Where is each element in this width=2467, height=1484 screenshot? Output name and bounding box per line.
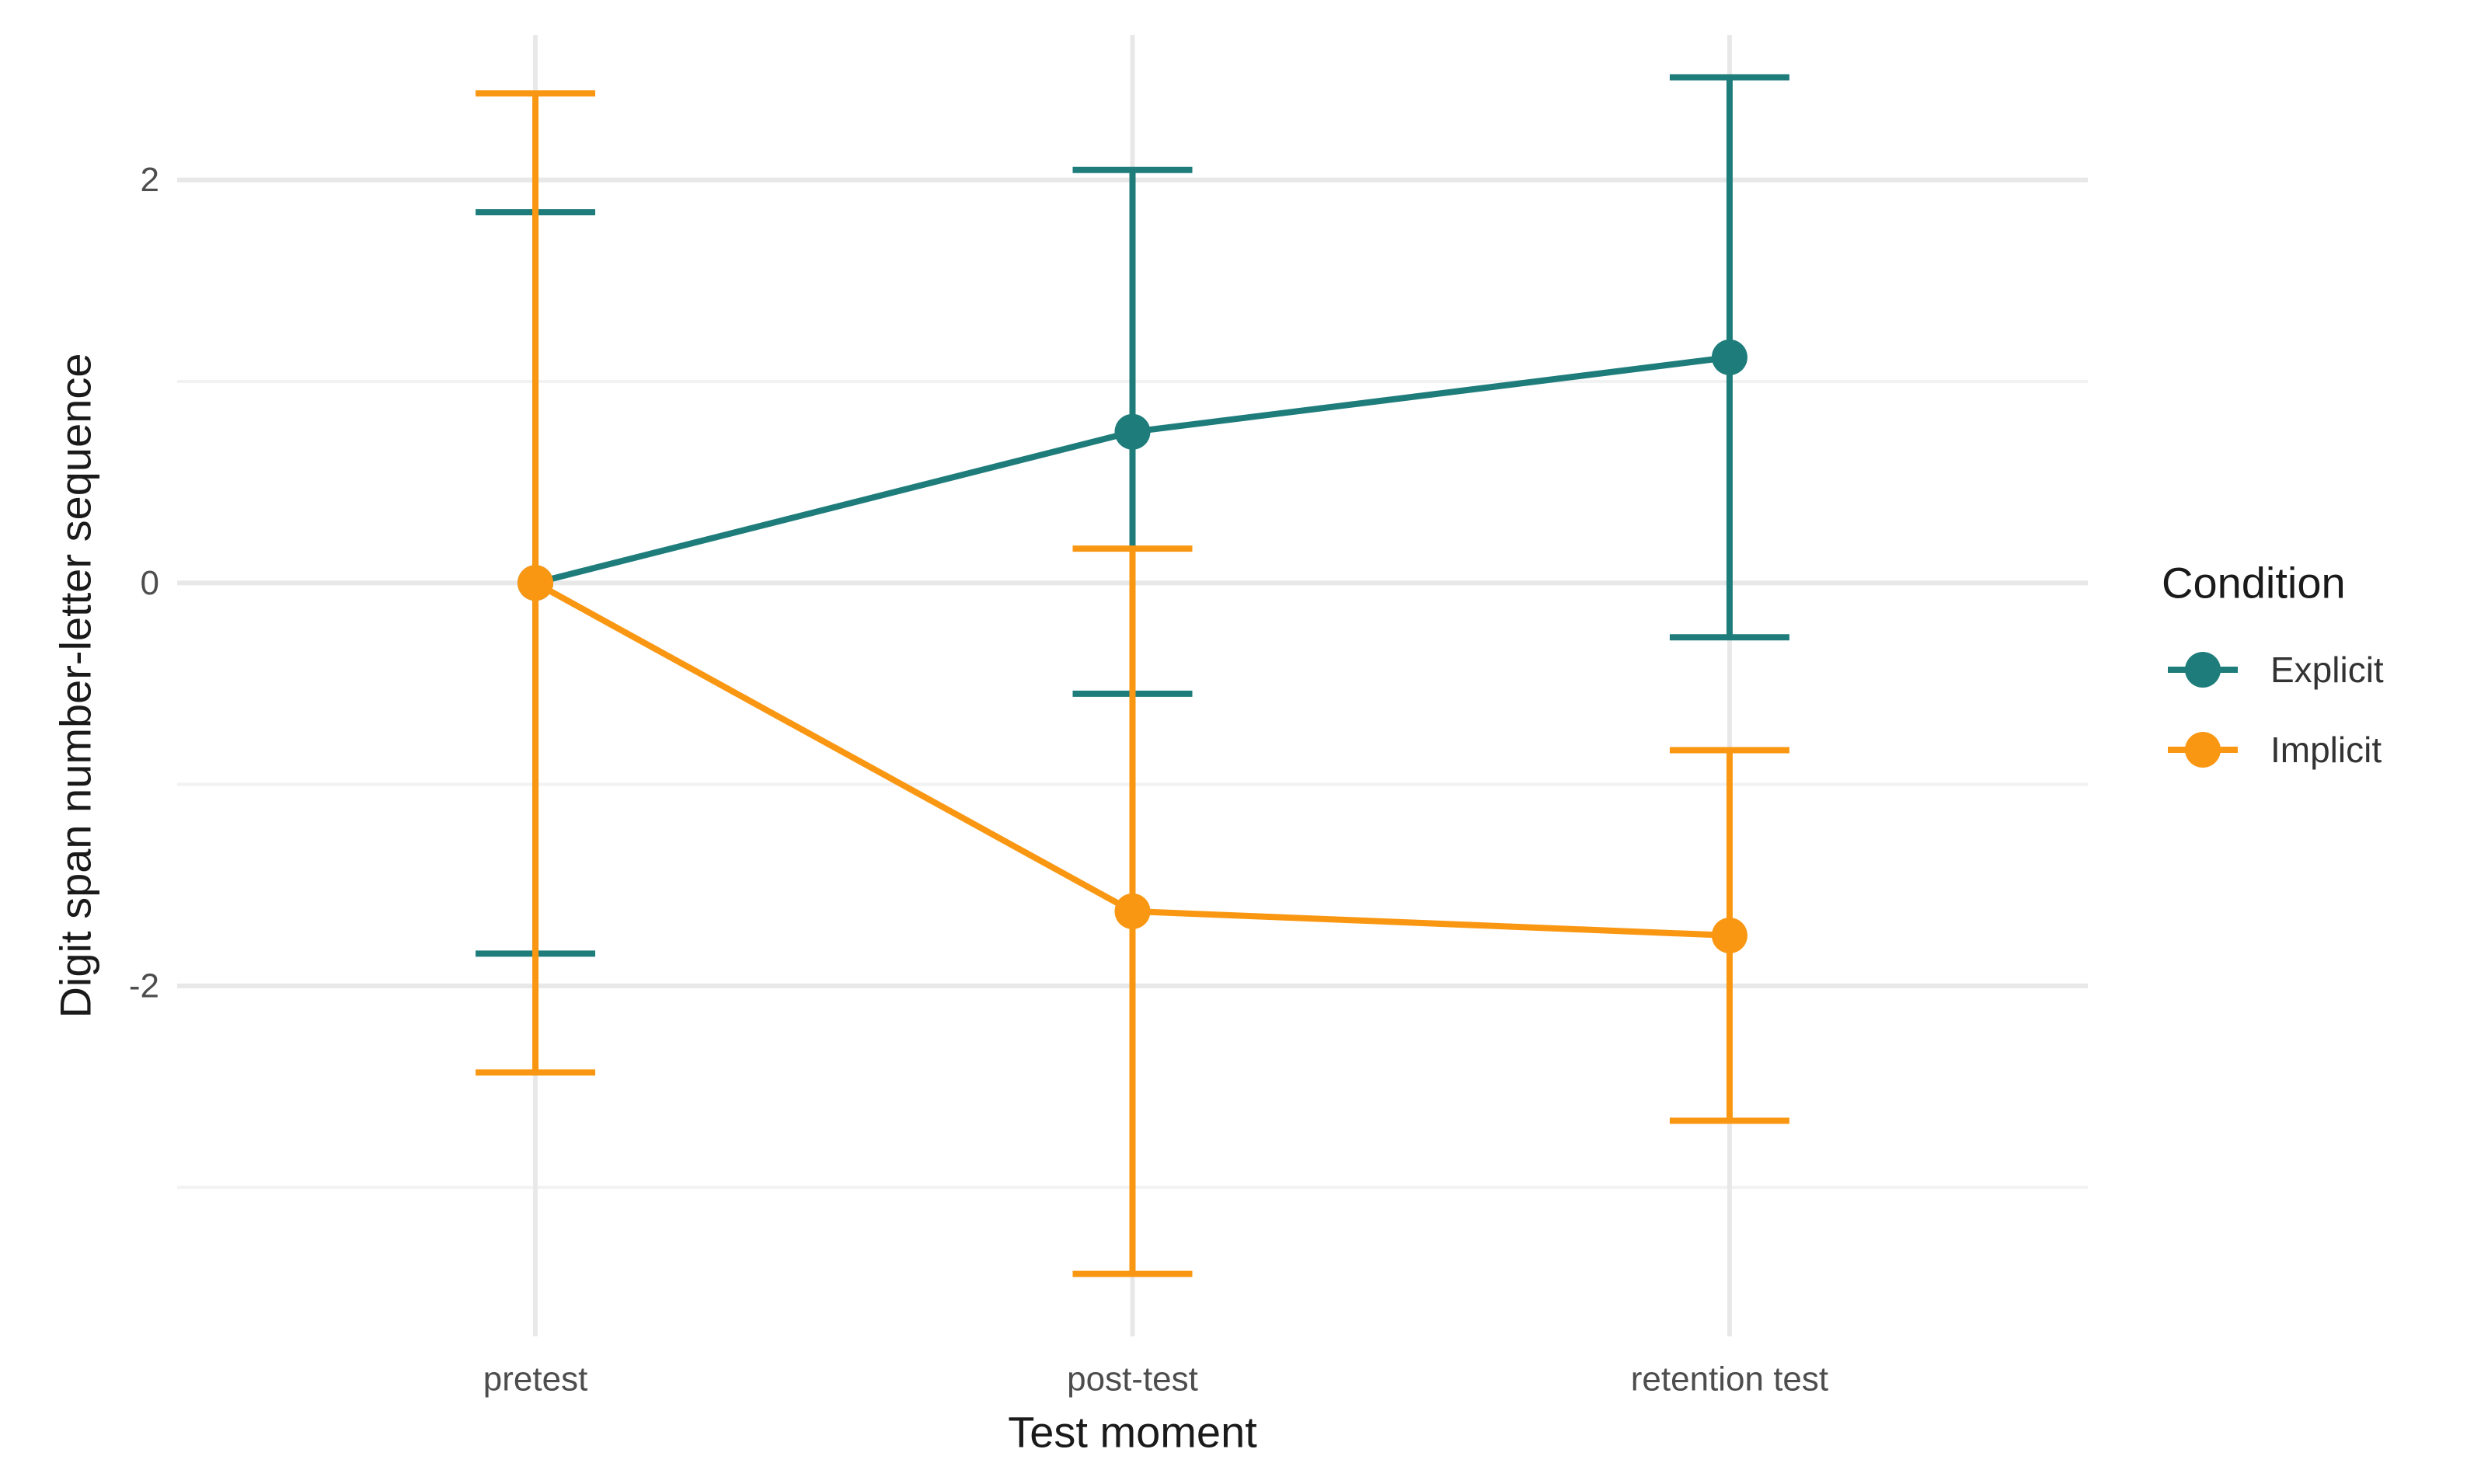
x-tick-label: retention test bbox=[1631, 1360, 1828, 1399]
legend-entry-explicit: Explicit bbox=[2168, 650, 2384, 690]
x-tick-label: pretest bbox=[483, 1360, 588, 1399]
data-point bbox=[517, 565, 554, 601]
data-point bbox=[1711, 918, 1747, 954]
data-point bbox=[1114, 893, 1151, 929]
data-point bbox=[1114, 413, 1151, 450]
legend-key-dot bbox=[2185, 652, 2221, 688]
data-point bbox=[1711, 339, 1747, 375]
legend-entry-label: Explicit bbox=[2270, 650, 2384, 690]
legend-title: Condition bbox=[2162, 559, 2346, 608]
legend-entry-label: Implicit bbox=[2270, 730, 2382, 770]
axis-labels: 2 0 -2 pretest post-test retention test Test m… bbox=[51, 161, 1829, 1456]
y-tick-label: 2 bbox=[141, 161, 159, 199]
x-axis-title: Test moment bbox=[1008, 1408, 1257, 1457]
legend: Condition Explicit Implicit bbox=[2162, 559, 2384, 771]
y-tick-label: 0 bbox=[141, 564, 159, 602]
y-axis-title: Digit span number-letter sequence bbox=[51, 353, 100, 1018]
y-tick-label: -2 bbox=[129, 967, 159, 1005]
legend-key-dot bbox=[2185, 732, 2221, 768]
x-tick-label: post-test bbox=[1067, 1360, 1198, 1399]
series-implicit bbox=[476, 90, 1789, 1277]
legend-entry-implicit: Implicit bbox=[2168, 730, 2382, 770]
